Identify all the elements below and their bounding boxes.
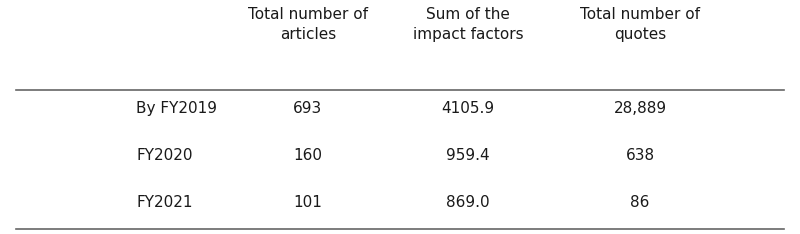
Text: FY2020: FY2020 [136, 148, 193, 163]
Text: 4105.9: 4105.9 [442, 101, 494, 116]
Text: Total number of
quotes: Total number of quotes [580, 7, 700, 42]
Text: 160: 160 [294, 148, 322, 163]
Text: 28,889: 28,889 [614, 101, 666, 116]
Text: By FY2019: By FY2019 [136, 101, 217, 116]
Text: 638: 638 [626, 148, 654, 163]
Text: 869.0: 869.0 [446, 195, 490, 210]
Text: 693: 693 [294, 101, 322, 116]
Text: 86: 86 [630, 195, 650, 210]
Text: 959.4: 959.4 [446, 148, 490, 163]
Text: Total number of
articles: Total number of articles [248, 7, 368, 42]
Text: Sum of the
impact factors: Sum of the impact factors [413, 7, 523, 42]
Text: FY2021: FY2021 [136, 195, 193, 210]
Text: 101: 101 [294, 195, 322, 210]
